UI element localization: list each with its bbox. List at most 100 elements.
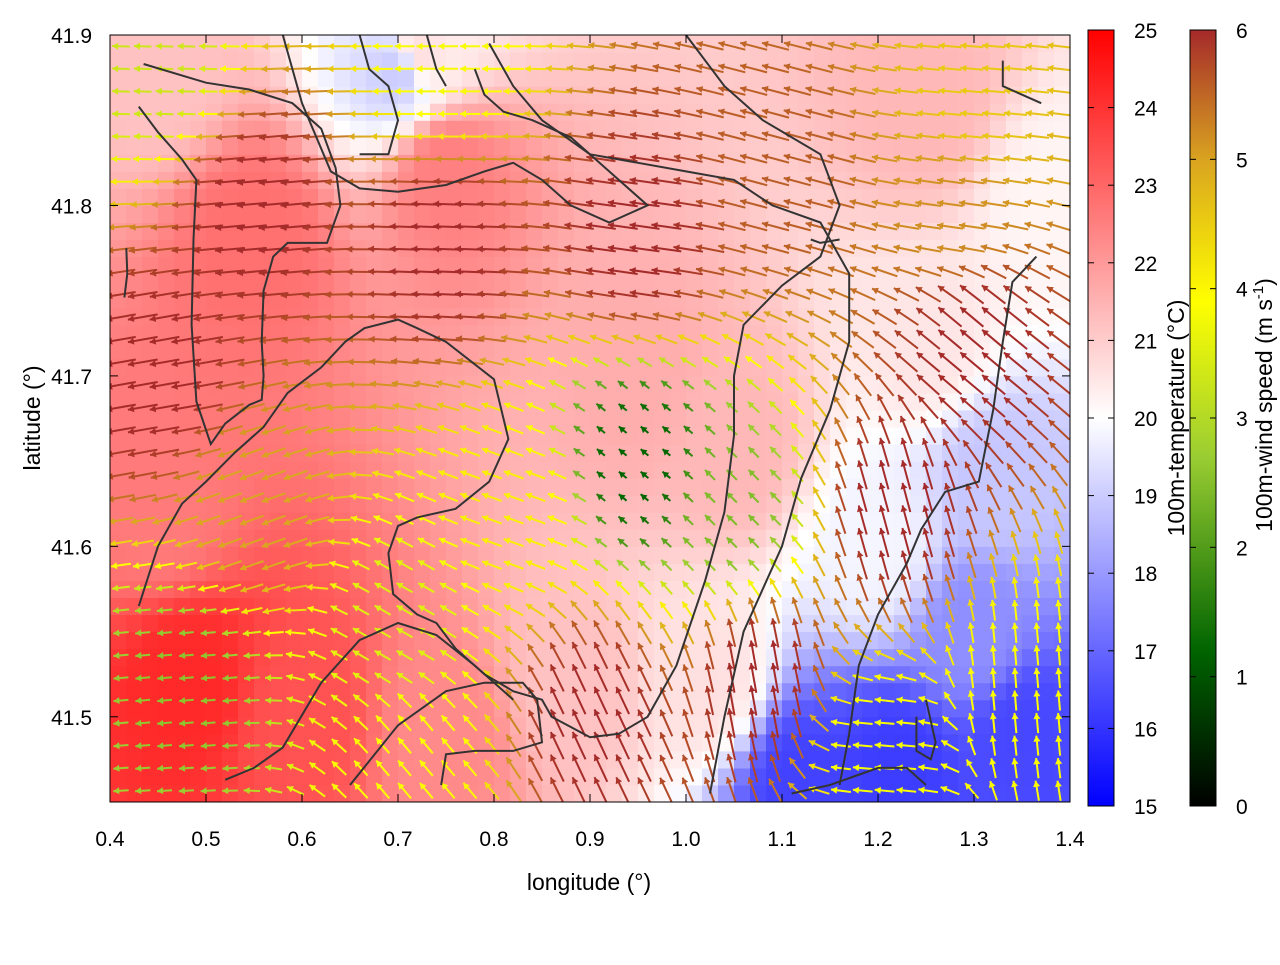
heatmap-cell (1054, 427, 1071, 445)
temperature-heatmap (110, 35, 1071, 803)
heatmap-cell (302, 137, 319, 155)
heatmap-cell (190, 785, 207, 803)
heatmap-cell (798, 649, 815, 667)
heatmap-cell (974, 700, 991, 718)
heatmap-cell (398, 120, 415, 138)
heatmap-cell (590, 274, 607, 292)
heatmap-cell (974, 632, 991, 650)
heatmap-cell (1038, 649, 1055, 667)
heatmap-cell (942, 683, 959, 701)
heatmap-cell (542, 529, 559, 547)
heatmap-cell (110, 171, 127, 189)
heatmap-cell (1038, 615, 1055, 633)
heatmap-cell (510, 393, 527, 411)
heatmap-cell (606, 478, 623, 496)
heatmap-cell (494, 342, 511, 360)
heatmap-cell (1022, 69, 1039, 87)
heatmap-cell (1022, 205, 1039, 223)
heatmap-cell (286, 274, 303, 292)
heatmap-cell (622, 546, 639, 564)
heatmap-cell (382, 751, 399, 769)
heatmap-cell (878, 52, 895, 70)
heatmap-cell (110, 69, 127, 87)
heatmap-cell (590, 461, 607, 479)
heatmap-cell (830, 734, 847, 752)
heatmap-cell (446, 410, 463, 428)
heatmap-cell (878, 86, 895, 104)
heatmap-cell (446, 768, 463, 786)
heatmap-cell (910, 512, 927, 530)
heatmap-cell (206, 274, 223, 292)
heatmap-cell (334, 86, 351, 104)
heatmap-cell (942, 615, 959, 633)
heatmap-cell (142, 598, 159, 616)
heatmap-cell (110, 103, 127, 121)
heatmap-cell (254, 69, 271, 87)
heatmap-cell (910, 444, 927, 462)
heatmap-cell (558, 359, 575, 377)
heatmap-cell (878, 154, 895, 172)
heatmap-cell (990, 205, 1007, 223)
heatmap-cell (158, 137, 175, 155)
heatmap-cell (782, 563, 799, 581)
heatmap-cell (430, 700, 447, 718)
heatmap-cell (910, 205, 927, 223)
heatmap-cell (862, 717, 879, 735)
heatmap-cell (606, 393, 623, 411)
heatmap-cell (926, 205, 943, 223)
heatmap-cell (142, 615, 159, 633)
heatmap-cell (302, 751, 319, 769)
heatmap-cell (830, 785, 847, 803)
heatmap-cell (622, 376, 639, 394)
heatmap-cell (750, 768, 767, 786)
heatmap-cell (270, 734, 287, 752)
heatmap-cell (366, 223, 383, 241)
heatmap-cell (590, 785, 607, 803)
heatmap-cell (558, 342, 575, 360)
heatmap-cell (318, 69, 335, 87)
heatmap-cell (1038, 785, 1055, 803)
heatmap-cell (734, 512, 751, 530)
heatmap-cell (862, 376, 879, 394)
heatmap-cell (238, 154, 255, 172)
heatmap-cell (478, 205, 495, 223)
heatmap-cell (238, 649, 255, 667)
heatmap-cell (190, 615, 207, 633)
heatmap-cell (798, 512, 815, 530)
heatmap-cell (382, 205, 399, 223)
heatmap-cell (670, 342, 687, 360)
heatmap-cell (430, 274, 447, 292)
heatmap-cell (558, 427, 575, 445)
heatmap-cell (974, 734, 991, 752)
heatmap-cell (158, 546, 175, 564)
heatmap-cell (510, 274, 527, 292)
heatmap-cell (142, 717, 159, 735)
heatmap-cell (350, 410, 367, 428)
heatmap-cell (878, 103, 895, 121)
heatmap-cell (878, 717, 895, 735)
heatmap-cell (174, 205, 191, 223)
heatmap-cell (974, 683, 991, 701)
heatmap-cell (638, 52, 655, 70)
heatmap-cell (606, 495, 623, 513)
heatmap-cell (174, 666, 191, 684)
heatmap-cell (446, 205, 463, 223)
heatmap-cell (142, 666, 159, 684)
heatmap-cell (542, 768, 559, 786)
heatmap-cell (526, 410, 543, 428)
heatmap-cell (238, 734, 255, 752)
heatmap-cell (702, 35, 719, 53)
heatmap-cell (206, 632, 223, 650)
heatmap-cell (542, 512, 559, 530)
heatmap-cell (926, 683, 943, 701)
heatmap-cell (462, 205, 479, 223)
heatmap-cell (366, 137, 383, 155)
heatmap-cell (398, 342, 415, 360)
heatmap-cell (382, 69, 399, 87)
heatmap-cell (942, 154, 959, 172)
heatmap-cell (318, 274, 335, 292)
heatmap-cell (526, 137, 543, 155)
heatmap-cell (606, 325, 623, 343)
heatmap-cell (110, 154, 127, 172)
heatmap-cell (302, 734, 319, 752)
